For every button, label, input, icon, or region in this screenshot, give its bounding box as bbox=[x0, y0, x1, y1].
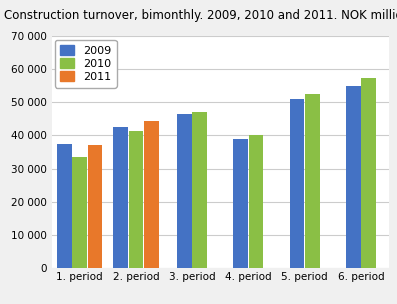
Bar bbox=[57, 144, 72, 268]
Bar bbox=[346, 86, 361, 268]
Bar bbox=[290, 99, 304, 268]
Bar bbox=[233, 139, 248, 268]
Bar bbox=[144, 121, 158, 268]
Bar bbox=[361, 78, 376, 268]
Bar bbox=[114, 127, 128, 268]
Bar bbox=[72, 157, 87, 268]
Bar bbox=[88, 145, 102, 268]
Text: Construction turnover, bimonthly. 2009, 2010 and 2011. NOK million: Construction turnover, bimonthly. 2009, … bbox=[4, 9, 397, 22]
Bar bbox=[305, 94, 320, 268]
Legend: 2009, 2010, 2011: 2009, 2010, 2011 bbox=[55, 40, 117, 88]
Bar bbox=[129, 130, 143, 268]
Bar bbox=[177, 114, 192, 268]
Bar bbox=[193, 112, 207, 268]
Bar bbox=[249, 136, 264, 268]
